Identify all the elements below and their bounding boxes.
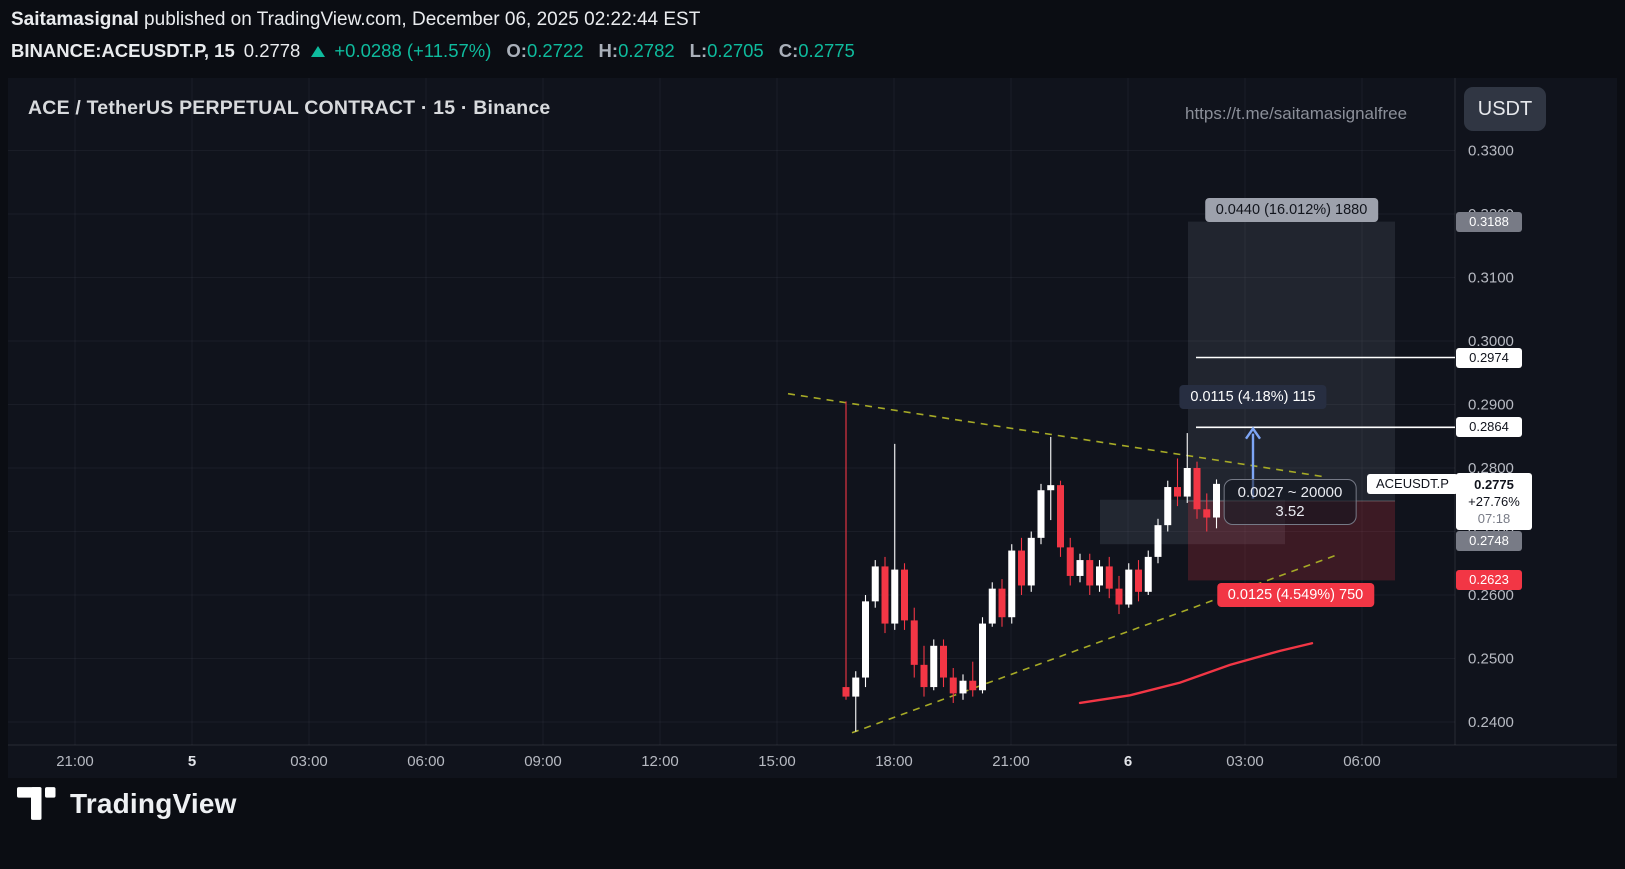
svg-text:18:00: 18:00 (875, 753, 913, 770)
tradingview-brand[interactable]: TradingView (17, 787, 237, 820)
price-change: +0.0288 (+11.57%) (334, 40, 492, 61)
publish-header-line: Saitamasignal published on TradingView.c… (11, 9, 700, 31)
svg-text:0.3300: 0.3300 (1468, 143, 1514, 160)
grid (8, 78, 1455, 745)
svg-text:12:00: 12:00 (641, 753, 679, 770)
ma-line (1078, 642, 1314, 705)
open-readout: O:0.2722 (506, 40, 583, 62)
svg-text:0.3000: 0.3000 (1468, 333, 1514, 350)
candles (842, 401, 1220, 732)
up-arrow-icon (311, 45, 326, 57)
measure-arrow-head (1245, 426, 1261, 440)
svg-text:0.2800: 0.2800 (1468, 460, 1514, 477)
svg-text:6: 6 (1124, 753, 1132, 770)
telegram-link: https://t.me/saitamasignalfree (1185, 104, 1408, 123)
svg-text:03:00: 03:00 (290, 753, 328, 770)
svg-text:0.2400: 0.2400 (1468, 714, 1514, 731)
low-readout: L:0.2705 (690, 40, 764, 62)
open-value: 0.2722 (526, 40, 584, 61)
chart-title: ACE / TetherUS PERPETUAL CONTRACT · 15 ·… (28, 97, 551, 119)
symbol-name: BINANCE:ACEUSDT.P, 15 (11, 40, 235, 61)
published-text: published on TradingView.com, December 0… (138, 9, 701, 30)
ohlc-readout: O:0.2722 H:0.2782 L:0.2705 C:0.2775 (506, 40, 854, 62)
svg-text:0.2500: 0.2500 (1468, 651, 1514, 668)
high-value: 0.2782 (618, 40, 675, 61)
svg-text:0.2700: 0.2700 (1468, 524, 1514, 541)
svg-text:15:00: 15:00 (758, 753, 796, 770)
last-price: 0.2778 (243, 40, 301, 61)
long-position-profit-zone[interactable] (1188, 221, 1395, 502)
svg-text:21:00: 21:00 (56, 753, 94, 770)
svg-text:0.2600: 0.2600 (1468, 587, 1514, 604)
close-label: C: (778, 40, 799, 61)
low-value: 0.2705 (707, 40, 764, 61)
svg-text:03:00: 03:00 (1226, 753, 1264, 770)
svg-text:0.3200: 0.3200 (1468, 206, 1514, 223)
svg-text:06:00: 06:00 (407, 753, 445, 770)
currency-usdt-button[interactable]: USDT (1464, 87, 1546, 131)
high-label: H: (598, 40, 619, 61)
axis-labels: 0.3300 0.3200 0.3100 0.3000 0.2900 0.2800 0.27… (56, 143, 1514, 771)
tradingview-logo-text: TradingView (70, 787, 237, 819)
svg-text:21:00: 21:00 (992, 753, 1030, 770)
close-value: 0.2775 (798, 40, 855, 61)
svg-text:0.2900: 0.2900 (1468, 397, 1514, 414)
svg-text:06:00: 06:00 (1343, 753, 1381, 770)
svg-text:5: 5 (188, 753, 196, 770)
author-name: Saitamasignal (11, 9, 139, 30)
high-readout: H:0.2782 (599, 40, 675, 62)
svg-text:09:00: 09:00 (524, 753, 562, 770)
symbol-status-line: BINANCE:ACEUSDT.P, 15 0.2778 +0.0288 (+1… (11, 40, 855, 62)
close-readout: C:0.2775 (779, 40, 855, 62)
tradingview-logo-icon (17, 787, 56, 820)
open-label: O: (506, 40, 527, 61)
low-label: L: (689, 40, 708, 61)
svg-text:0.3100: 0.3100 (1468, 270, 1514, 287)
